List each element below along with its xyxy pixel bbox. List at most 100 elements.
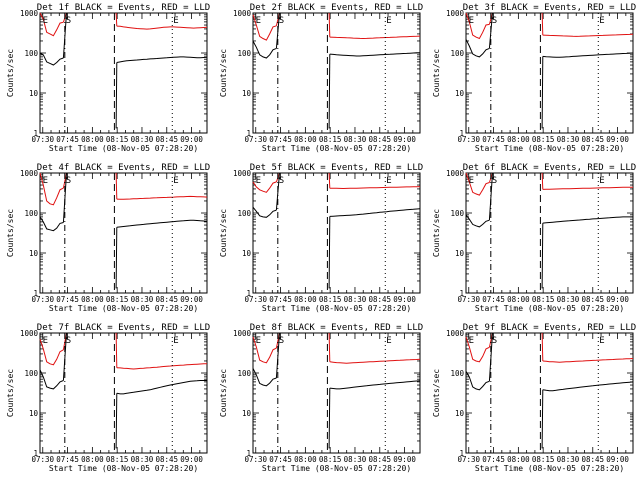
y-tick-label: 100 [237,209,251,218]
x-tick-label: 09:00 [180,135,203,144]
x-tick-label: 08:00 [294,135,317,144]
y-tick-label: 10 [29,249,39,258]
x-tick-label: 08:15 [319,295,342,304]
y-tick-label: 1000 [233,9,252,18]
panel-title: Det 3f BLACK = Events, RED = LLD [463,3,636,13]
x-tick-label: 07:45 [56,135,79,144]
marker-label: E [256,336,261,346]
marker-label: E [599,336,604,346]
x-tick-label: 09:00 [606,135,629,144]
x-axis-label: Start Time (08-Nov-05 07:28:20) [262,304,411,313]
detector-panel: Det 9f BLACK = Events, RED = LLD 1 10 100 10… [432,323,636,473]
series-events-rise [62,332,67,381]
series-lld-line [465,12,490,40]
marker-label: E [256,176,261,186]
x-tick-label: 08:30 [344,455,367,464]
y-tick-label: 10 [455,89,465,98]
marker-label: E [173,16,178,26]
series-events-line [39,52,64,66]
series-events-line [465,39,490,58]
x-tick-label: 09:00 [393,295,416,304]
x-tick-label: 08:30 [131,455,154,464]
x-tick-label: 08:45 [368,135,391,144]
y-tick-label: 10 [29,409,39,418]
x-tick-label: 07:30 [31,135,54,144]
x-tick-label: 08:15 [106,295,129,304]
plot-frame [465,12,634,134]
x-tick-label: 07:45 [482,455,505,464]
y-tick-label: 1000 [20,169,39,178]
marker-label: S [66,16,71,26]
x-tick-label: 07:45 [269,295,292,304]
x-tick-label: 07:30 [244,295,267,304]
x-tick-label: 09:00 [180,295,203,304]
x-tick-label: 08:00 [294,455,317,464]
panel-title: Det 9f BLACK = Events, RED = LLD [463,323,636,333]
marker-label: E [386,16,391,26]
x-tick-label: 07:45 [482,135,505,144]
y-axis-label: Counts/sec [219,49,228,97]
plot-frame [252,172,421,294]
series-events-return [328,388,331,449]
y-tick-label: 100 [24,209,38,218]
series-events-line [252,40,277,59]
y-tick-label: 1 [33,449,38,458]
y-tick-label: 1 [459,289,464,298]
y-tick-label: 100 [237,49,251,58]
y-axis-label: Counts/sec [6,49,15,97]
y-tick-label: 1000 [233,169,252,178]
series-lld-return [115,332,118,368]
x-axis-label: Start Time (08-Nov-05 07:28:20) [262,144,411,153]
plot-frame [465,172,634,294]
x-tick-label: 07:45 [482,295,505,304]
y-tick-label: 1000 [233,329,252,338]
x-tick-label: 08:00 [507,455,530,464]
series-lld-line [329,186,421,190]
series-events-line [542,52,634,58]
series-events-return [541,389,544,449]
marker-label: E [469,16,474,26]
y-tick-label: 1 [33,289,38,298]
series-lld-return [541,332,544,362]
y-tick-label: 1 [459,129,464,138]
series-events-line [465,371,490,391]
x-tick-label: 08:15 [532,135,555,144]
series-events-return [328,54,331,129]
series-events-return [541,223,544,289]
series-events-return [115,62,118,129]
x-tick-label: 08:15 [106,135,129,144]
x-axis-label: Start Time (08-Nov-05 07:28:20) [49,304,198,313]
series-lld-line [542,33,634,37]
detector-panel: Det 1f BLACK = Events, RED = LLD 1 10 100 10… [6,3,210,153]
panel-title: Det 8f BLACK = Events, RED = LLD [250,323,423,333]
x-tick-label: 09:00 [606,295,629,304]
x-tick-label: 08:30 [344,135,367,144]
x-tick-label: 08:45 [581,455,604,464]
series-events-line [542,381,634,392]
x-tick-label: 08:45 [155,295,178,304]
y-tick-label: 1000 [446,9,465,18]
y-axis-label: Counts/sec [6,369,15,417]
y-axis-label: Counts/sec [432,209,441,257]
x-axis-label: Start Time (08-Nov-05 07:28:20) [49,464,198,473]
x-tick-label: 09:00 [393,455,416,464]
series-lld-line [116,195,208,200]
x-tick-label: 07:45 [56,295,79,304]
x-tick-label: 08:15 [319,455,342,464]
x-tick-label: 07:30 [244,455,267,464]
y-axis-label: Counts/sec [219,369,228,417]
x-tick-label: 08:15 [319,135,342,144]
x-tick-label: 08:00 [81,295,104,304]
x-tick-label: 08:45 [155,455,178,464]
series-events-line [465,214,490,228]
series-lld-return [328,172,331,189]
x-tick-label: 07:45 [56,455,79,464]
marker-label: E [599,16,604,26]
series-lld-line [252,336,277,364]
series-lld-return [541,172,544,190]
x-tick-label: 08:15 [532,455,555,464]
x-tick-label: 08:00 [507,135,530,144]
detector-panel: Det 7f BLACK = Events, RED = LLD 1 10 100 10… [6,323,210,473]
y-tick-label: 1000 [20,9,39,18]
